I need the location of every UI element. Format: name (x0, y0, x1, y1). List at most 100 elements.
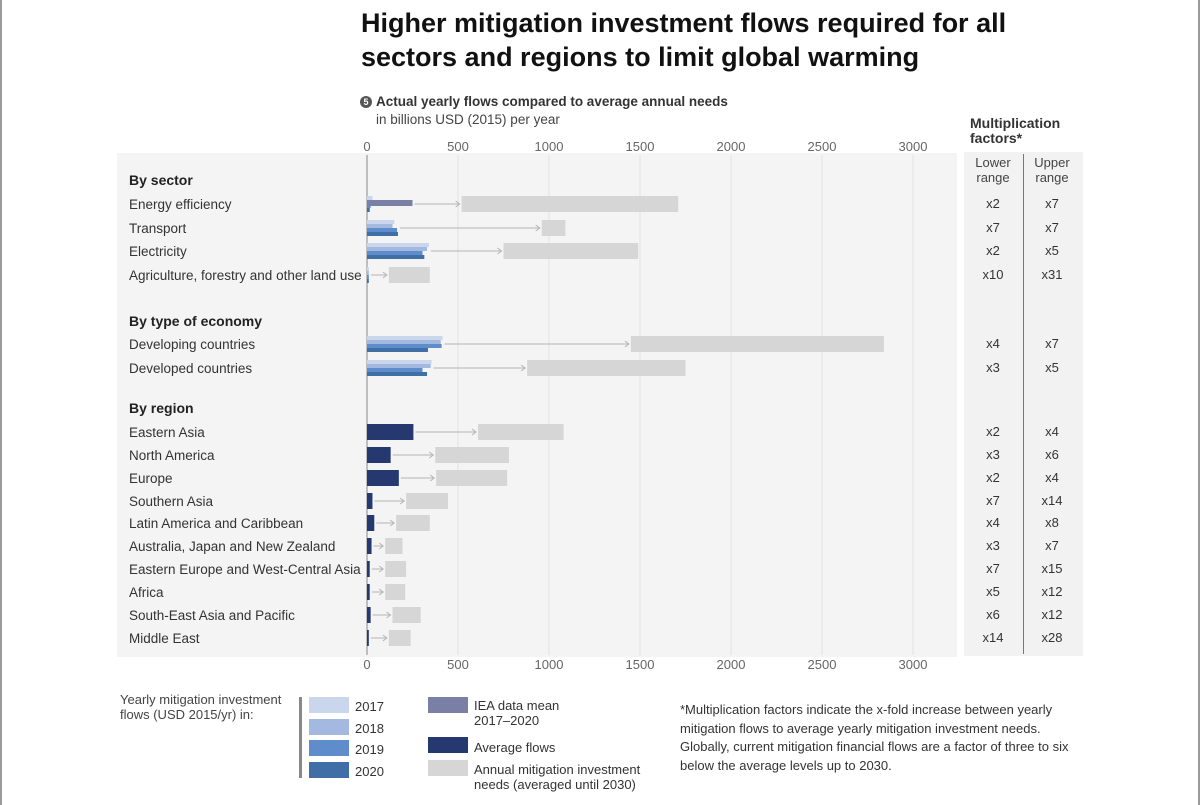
row-label-south-east-asia-and-pacific: South-East Asia and Pacific (129, 608, 295, 623)
lower-factor-australia-japan-and-new-zealand: x3 (986, 538, 1000, 553)
average-bar-middle-east (367, 630, 369, 646)
row-label-developed-countries: Developed countries (129, 361, 252, 376)
upper-factor-southern-asia: x14 (1041, 493, 1063, 508)
connector-arrowhead-europe (429, 474, 435, 482)
upper-factor-developing-countries: x7 (1045, 336, 1059, 351)
connector-arrowhead-transport (535, 224, 541, 232)
connector-arrowhead-eastern-asia (471, 428, 477, 436)
legend-swatch-2020 (309, 762, 349, 778)
chart-panel-background (117, 153, 957, 657)
lower-factor-electricity: x2 (986, 243, 1000, 258)
flow-bar-electricity-2020 (367, 255, 425, 259)
connector-arrowhead-africa (378, 588, 385, 596)
legend-swatch-average (428, 737, 468, 753)
panel-subtitle: 5 Actual yearly flows compared to average… (360, 94, 728, 109)
lower-factor-middle-east: x14 (982, 630, 1004, 645)
bottom-tick-label-0: 0 (363, 657, 370, 672)
flow-bar-transport-2020 (367, 232, 398, 236)
row-label-southern-asia: Southern Asia (129, 494, 214, 509)
upper-factor-eastern-europe-and-west-central-asia: x15 (1041, 561, 1063, 576)
flow-bar-electricity-2018 (367, 247, 428, 251)
left-frame-border (0, 0, 2, 805)
lower-factor-eastern-asia: x2 (986, 424, 1000, 439)
flow-bar-electricity-2019 (367, 251, 423, 255)
legend-swatch-iea (428, 697, 468, 713)
row-label-middle-east: Middle East (129, 631, 200, 646)
top-tick-label-3000: 3000 (899, 139, 928, 154)
row-label-africa: Africa (129, 585, 164, 600)
lower-factor-developed-countries: x3 (986, 360, 1000, 375)
bottom-tick-label-3000: 3000 (899, 657, 928, 672)
row-label-europe: Europe (129, 471, 173, 486)
lower-range-header: Lower range (975, 155, 1011, 185)
legend-label-2017: 2017 (355, 699, 384, 714)
upper-factor-australia-japan-and-new-zealand: x7 (1045, 538, 1059, 553)
flow-bar-transport-2018 (367, 224, 393, 228)
connector-arrowhead-south-east-asia-and-pacific (386, 611, 392, 619)
lower-factor-energy-efficiency: x2 (986, 196, 1000, 211)
average-bar-europe (367, 470, 399, 486)
row-label-latin-america-and-caribbean: Latin America and Caribbean (129, 516, 303, 531)
footnote: *Multiplication factors indicate the x-f… (680, 702, 1069, 773)
needs-bar-southern-asia (406, 493, 448, 509)
average-bar-africa (367, 584, 370, 600)
legend-swatch-2018 (309, 719, 349, 735)
panel-units: in billions USD (2015) per year (376, 112, 560, 127)
legend-swatch-2019 (309, 740, 349, 756)
connector-arrowhead-middle-east (382, 634, 388, 642)
lower-factor-transport: x7 (986, 220, 1000, 235)
legend-title: Yearly mitigation investment flows (USD … (120, 692, 282, 722)
panel-number-badge: 5 (360, 96, 372, 108)
right-frame-border (1198, 0, 1200, 805)
upper-range-header: Upper range (1034, 155, 1070, 185)
upper-factor-developed-countries: x5 (1045, 360, 1059, 375)
legend-label-average: Average flows (474, 740, 556, 755)
needs-bar-australia-japan-and-new-zealand (385, 538, 403, 554)
legend-label-iea: IEA data mean 2017–2020 (474, 698, 560, 728)
needs-bar-north-america (435, 447, 509, 463)
lower-factor-latin-america-and-caribbean: x4 (986, 515, 1000, 530)
needs-bar-agriculture-forestry-and-other-land-use (388, 267, 430, 283)
connector-arrowhead-southern-asia (399, 497, 405, 505)
connector-arrowhead-latin-america-and-caribbean (389, 519, 395, 527)
bottom-tick-label-500: 500 (447, 657, 469, 672)
lower-factor-developing-countries: x4 (986, 336, 1000, 351)
group-heading-2: By region (129, 400, 194, 416)
row-label-developing-countries: Developing countries (129, 337, 255, 352)
lower-factor-north-america: x3 (986, 447, 1000, 462)
bottom-tick-label-1500: 1500 (626, 657, 655, 672)
flow-bar-agriculture-forestry-and-other-land-use-2018 (367, 271, 369, 275)
row-label-electricity: Electricity (129, 244, 187, 259)
lower-factor-eastern-europe-and-west-central-asia: x7 (986, 561, 1000, 576)
needs-bar-eastern-asia (478, 424, 564, 440)
flow-bar-electricity-2017 (367, 243, 429, 247)
flow-bar-developing-countries-2018 (367, 340, 441, 344)
needs-bar-africa (385, 584, 406, 600)
row-label-energy-efficiency: Energy efficiency (129, 197, 232, 212)
connector-arrowhead-australia-japan-and-new-zealand (378, 542, 385, 550)
lower-factor-southern-asia: x7 (986, 493, 1000, 508)
top-tick-label-1000: 1000 (535, 139, 564, 154)
upper-factor-transport: x7 (1045, 220, 1059, 235)
upper-factor-latin-america-and-caribbean: x8 (1045, 515, 1059, 530)
bottom-tick-label-1000: 1000 (535, 657, 564, 672)
connector-arrowhead-eastern-europe-and-west-central-asia (378, 565, 385, 573)
upper-factor-africa: x12 (1041, 584, 1063, 599)
needs-bar-europe (436, 470, 508, 486)
lower-factor-agriculture-forestry-and-other-land-use: x10 (982, 267, 1004, 282)
flow-bar-energy-efficiency-2020 (367, 208, 370, 212)
row-label-australia-japan-and-new-zealand: Australia, Japan and New Zealand (129, 539, 335, 554)
connector-arrowhead-north-america (428, 451, 435, 459)
average-bar-australia-japan-and-new-zealand (367, 538, 372, 554)
flow-bar-developing-countries-2017 (367, 336, 443, 340)
legend-swatch-needs (428, 760, 468, 776)
flow-bar-developed-countries-2020 (367, 372, 428, 376)
group-heading-1: By type of economy (129, 313, 262, 329)
upper-factor-energy-efficiency: x7 (1045, 196, 1059, 211)
average-bar-north-america (367, 447, 391, 463)
average-bar-eastern-asia (367, 424, 414, 440)
flow-bar-developed-countries-2018 (367, 364, 431, 368)
group-heading-0: By sector (129, 172, 193, 188)
upper-factor-north-america: x6 (1045, 447, 1059, 462)
